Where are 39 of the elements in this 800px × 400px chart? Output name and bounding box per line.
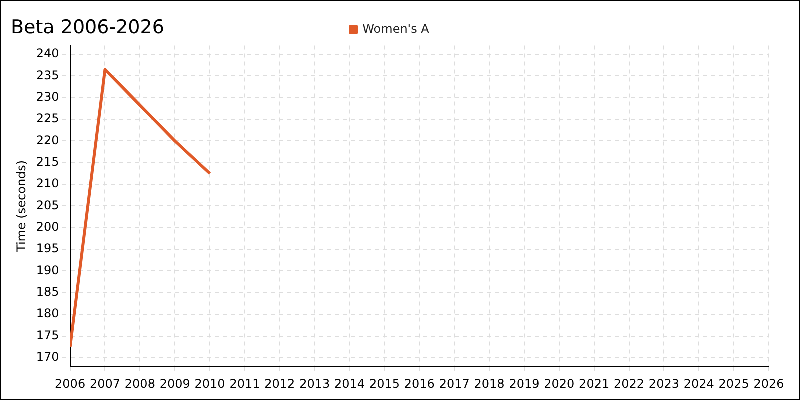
x-tick-label: 2019 <box>509 376 540 391</box>
x-tick-label: 2025 <box>718 376 750 391</box>
x-tick-label: 2011 <box>230 376 260 391</box>
y-tick-label: 190 <box>36 263 60 278</box>
y-tick-label: 175 <box>36 328 60 342</box>
y-tick-label: 220 <box>36 133 60 148</box>
y-tick-label: 185 <box>36 285 60 300</box>
y-tick-label: 180 <box>36 306 60 321</box>
x-tick-label: 2026 <box>754 376 784 391</box>
x-tick-label: 2010 <box>194 376 226 391</box>
x-tick-label: 2024 <box>684 376 714 391</box>
x-tick-label: 2009 <box>160 376 190 391</box>
y-tick-label: 210 <box>36 176 60 191</box>
y-axis-title: Time (seconds) <box>14 160 28 253</box>
x-tick-label: 2016 <box>404 376 435 391</box>
legend-label: Women's A <box>362 22 430 36</box>
y-tick-label: 235 <box>36 68 60 82</box>
x-tick-label: 2012 <box>264 376 296 391</box>
y-tick-label: 225 <box>36 112 60 126</box>
x-tick-label: 2014 <box>334 376 366 391</box>
y-tick-label: 215 <box>36 154 60 169</box>
x-tick-label: 2023 <box>648 376 680 391</box>
x-tick-label: 2018 <box>474 376 505 391</box>
x-tick-label: 2015 <box>369 376 400 391</box>
x-tick-label: 2007 <box>90 376 121 391</box>
x-tick-label: 2006 <box>55 376 86 391</box>
y-tick-label: 200 <box>36 220 60 234</box>
x-tick-label: 2020 <box>544 376 575 391</box>
y-tick-label: 230 <box>36 90 60 104</box>
y-tick-label: 170 <box>36 350 60 364</box>
x-tick-label: 2022 <box>614 376 645 391</box>
x-tick-label: 2021 <box>579 376 610 391</box>
x-tick-label: 2013 <box>300 376 330 391</box>
x-tick-label: 2017 <box>439 376 470 391</box>
y-tick-label: 240 <box>36 46 60 61</box>
x-tick-label: 2008 <box>124 376 156 391</box>
chart-title: Beta 2006-2026 <box>11 16 164 38</box>
y-tick-label: 195 <box>36 242 60 256</box>
y-tick-label: 205 <box>36 198 60 212</box>
